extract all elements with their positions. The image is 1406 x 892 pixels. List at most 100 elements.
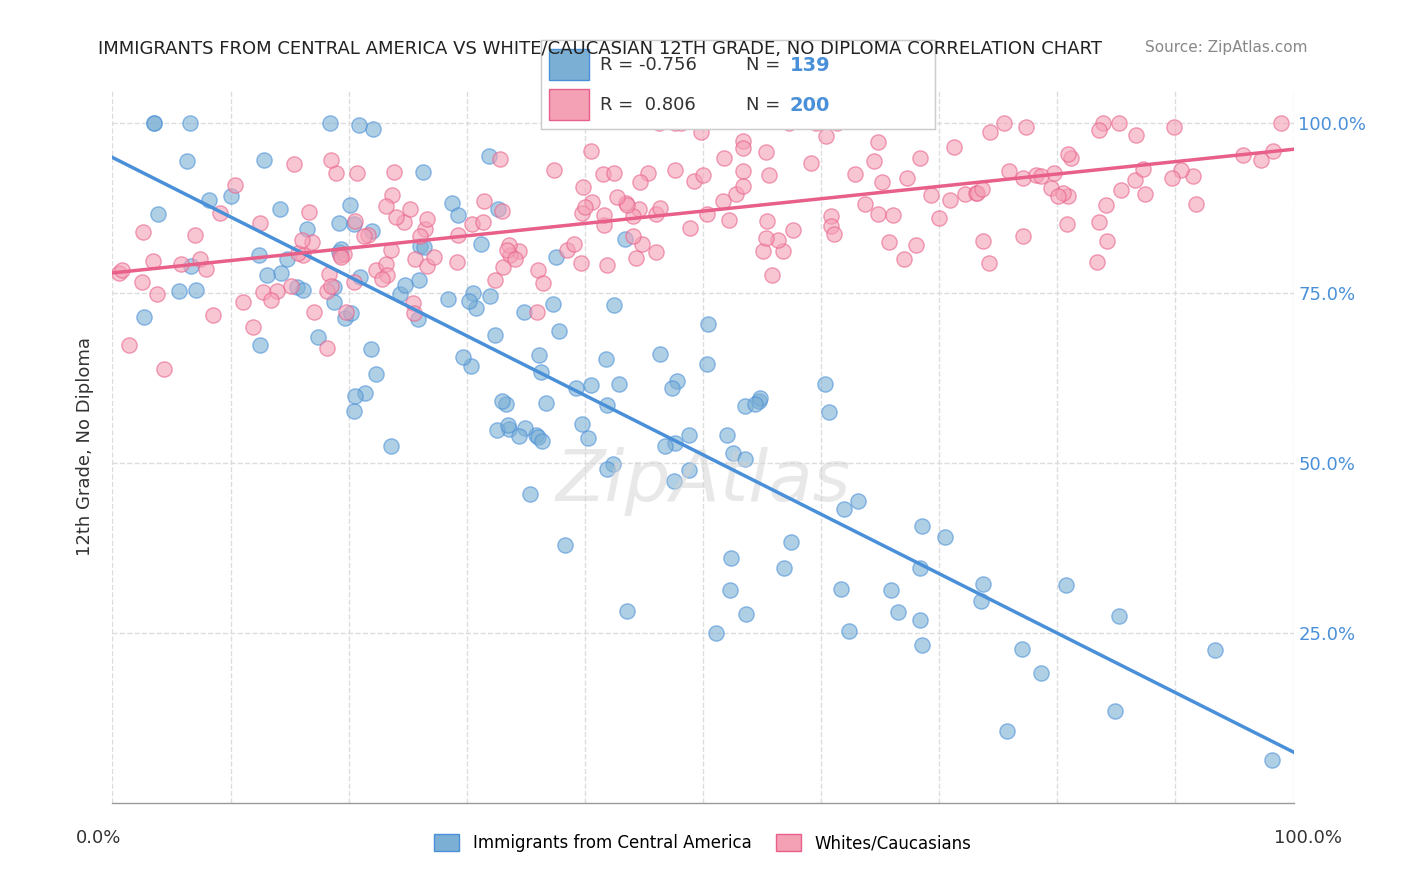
Immigrants from Central America — [547, 325, 569, 339]
Whites/Caucasians — [1088, 215, 1111, 229]
Text: 100.0%: 100.0% — [1274, 829, 1341, 847]
Whites/Caucasians — [877, 235, 900, 249]
Immigrants from Central America — [595, 352, 617, 367]
Text: N =: N = — [747, 96, 786, 114]
Immigrants from Central America — [934, 530, 956, 544]
Whites/Caucasians — [1161, 171, 1184, 186]
Whites/Caucasians — [562, 237, 585, 252]
Y-axis label: 12th Grade, No Diploma: 12th Grade, No Diploma — [76, 336, 94, 556]
Whites/Caucasians — [384, 211, 406, 225]
Whites/Caucasians — [531, 277, 554, 291]
Whites/Caucasians — [447, 228, 470, 243]
Whites/Caucasians — [375, 268, 398, 282]
Whites/Caucasians — [1042, 166, 1064, 180]
Immigrants from Central America — [1108, 608, 1130, 623]
Whites/Caucasians — [242, 319, 264, 334]
Immigrants from Central America — [908, 560, 931, 574]
Immigrants from Central America — [270, 266, 292, 280]
Immigrants from Central America — [541, 297, 564, 311]
Whites/Caucasians — [1125, 128, 1147, 143]
Immigrants from Central America — [340, 306, 363, 320]
Immigrants from Central America — [142, 116, 165, 130]
Immigrants from Central America — [817, 405, 839, 419]
Immigrants from Central America — [1029, 665, 1052, 680]
Immigrants from Central America — [394, 278, 416, 293]
Whites/Caucasians — [381, 188, 404, 202]
Whites/Caucasians — [648, 202, 671, 216]
Whites/Caucasians — [366, 263, 388, 277]
Immigrants from Central America — [721, 445, 744, 459]
Whites/Caucasians — [823, 227, 845, 242]
Immigrants from Central America — [463, 285, 485, 300]
Whites/Caucasians — [870, 175, 893, 189]
Immigrants from Central America — [544, 250, 567, 264]
Immigrants from Central America — [531, 434, 554, 449]
Immigrants from Central America — [666, 374, 689, 388]
Whites/Caucasians — [581, 144, 603, 158]
Whites/Caucasians — [283, 157, 305, 171]
Immigrants from Central America — [361, 224, 384, 238]
Whites/Caucasians — [315, 284, 337, 298]
Immigrants from Central America — [814, 376, 837, 391]
Whites/Caucasians — [1011, 171, 1033, 186]
Immigrants from Central America — [495, 396, 517, 410]
Whites/Caucasians — [664, 163, 686, 178]
Whites/Caucasians — [814, 128, 837, 143]
Immigrants from Central America — [513, 305, 536, 319]
Immigrants from Central America — [678, 463, 700, 477]
Whites/Caucasians — [928, 211, 950, 226]
Whites/Caucasians — [1250, 153, 1272, 168]
Whites/Caucasians — [301, 235, 323, 250]
Whites/Caucasians — [955, 186, 977, 201]
Whites/Caucasians — [508, 244, 530, 259]
Immigrants from Central America — [596, 397, 619, 411]
Whites/Caucasians — [526, 304, 548, 318]
Whites/Caucasians — [495, 243, 517, 257]
Whites/Caucasians — [896, 170, 918, 185]
Immigrants from Central America — [470, 237, 492, 252]
Whites/Caucasians — [108, 266, 131, 280]
Immigrants from Central America — [879, 583, 901, 598]
Whites/Caucasians — [862, 154, 884, 169]
Whites/Caucasians — [413, 222, 436, 236]
Whites/Caucasians — [1232, 148, 1254, 162]
Legend: Immigrants from Central America, Whites/Caucasians: Immigrants from Central America, Whites/… — [427, 827, 979, 859]
Immigrants from Central America — [579, 377, 602, 392]
Whites/Caucasians — [188, 252, 211, 266]
Immigrants from Central America — [498, 422, 520, 436]
Whites/Caucasians — [711, 194, 734, 208]
Whites/Caucasians — [142, 253, 165, 268]
Immigrants from Central America — [838, 624, 860, 639]
Whites/Caucasians — [942, 140, 965, 154]
Whites/Caucasians — [1025, 169, 1047, 183]
Immigrants from Central America — [343, 389, 366, 403]
Whites/Caucasians — [696, 207, 718, 221]
Immigrants from Central America — [662, 474, 685, 488]
Whites/Caucasians — [402, 296, 425, 310]
Whites/Caucasians — [606, 190, 628, 204]
Immigrants from Central America — [749, 392, 772, 406]
Whites/Caucasians — [1261, 145, 1284, 159]
Immigrants from Central America — [748, 394, 770, 409]
Whites/Caucasians — [825, 116, 848, 130]
Whites/Caucasians — [755, 230, 778, 244]
Immigrants from Central America — [607, 377, 630, 392]
Whites/Caucasians — [353, 228, 375, 243]
Immigrants from Central America — [654, 438, 676, 452]
Whites/Caucasians — [1133, 186, 1156, 201]
Immigrants from Central America — [329, 242, 352, 256]
Whites/Caucasians — [184, 228, 207, 243]
Whites/Caucasians — [1012, 229, 1035, 244]
Immigrants from Central America — [413, 240, 436, 254]
Immigrants from Central America — [718, 583, 741, 598]
Immigrants from Central America — [910, 613, 932, 627]
Whites/Caucasians — [614, 196, 637, 211]
Text: N =: N = — [747, 56, 786, 74]
Whites/Caucasians — [394, 215, 416, 229]
Whites/Caucasians — [260, 293, 283, 308]
Immigrants from Central America — [554, 538, 576, 552]
Immigrants from Central America — [297, 222, 319, 236]
Immigrants from Central America — [696, 357, 718, 371]
Whites/Caucasians — [593, 219, 616, 233]
Text: 200: 200 — [789, 95, 830, 115]
